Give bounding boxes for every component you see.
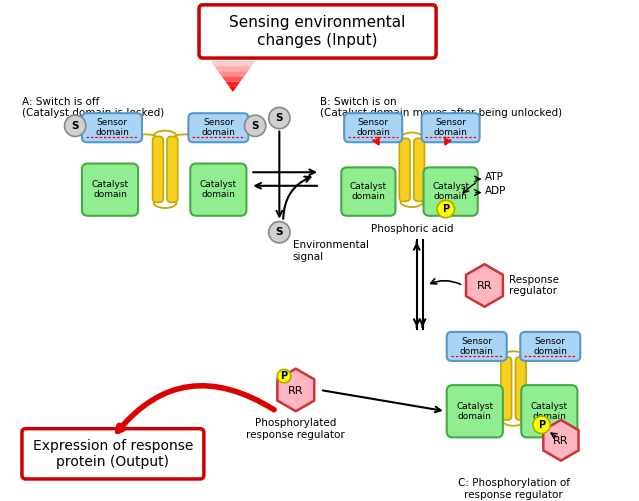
Text: ATP: ATP (484, 172, 504, 182)
Text: Expression of response
protein (Output): Expression of response protein (Output) (33, 439, 193, 469)
FancyBboxPatch shape (501, 357, 512, 420)
Text: S: S (251, 121, 259, 131)
FancyBboxPatch shape (190, 163, 247, 216)
Text: Sensor
domain: Sensor domain (434, 118, 468, 137)
Text: ADP: ADP (484, 186, 506, 195)
Polygon shape (226, 82, 240, 87)
Text: P: P (281, 371, 288, 381)
Text: RR: RR (288, 386, 304, 396)
FancyBboxPatch shape (189, 113, 249, 142)
FancyBboxPatch shape (199, 5, 436, 58)
Text: S: S (72, 121, 79, 131)
FancyBboxPatch shape (82, 113, 142, 142)
Text: Sensor
domain: Sensor domain (201, 118, 235, 137)
Text: Phosphorylated
response regulator: Phosphorylated response regulator (247, 418, 345, 439)
FancyBboxPatch shape (167, 136, 178, 202)
Polygon shape (222, 77, 244, 82)
Text: Catalyst
domain: Catalyst domain (432, 182, 469, 201)
FancyBboxPatch shape (341, 167, 396, 216)
FancyBboxPatch shape (516, 357, 526, 420)
Circle shape (245, 115, 266, 136)
FancyBboxPatch shape (521, 385, 578, 437)
Text: C: Phosphorylation of
response regulator: C: Phosphorylation of response regulator (458, 478, 569, 499)
Text: B: Switch is on
(Catalyst domain moves after being unlocked): B: Switch is on (Catalyst domain moves a… (320, 97, 562, 118)
Text: Catalyst
domain: Catalyst domain (91, 180, 128, 199)
Text: RR: RR (477, 282, 492, 292)
Polygon shape (214, 66, 251, 71)
FancyBboxPatch shape (447, 385, 503, 437)
Polygon shape (543, 420, 578, 460)
FancyBboxPatch shape (22, 429, 204, 479)
Polygon shape (218, 71, 248, 77)
Text: Catalyst
domain: Catalyst domain (531, 401, 568, 421)
Text: P: P (538, 420, 545, 430)
Circle shape (437, 200, 454, 218)
Text: Phosphoric acid: Phosphoric acid (371, 224, 453, 234)
Text: A: Switch is off
(Catalyst domain is locked): A: Switch is off (Catalyst domain is loc… (22, 97, 164, 118)
FancyBboxPatch shape (82, 163, 138, 216)
Text: Catalyst
domain: Catalyst domain (456, 401, 493, 421)
FancyBboxPatch shape (153, 136, 163, 202)
FancyBboxPatch shape (422, 113, 480, 142)
Text: Sensor
domain: Sensor domain (95, 118, 129, 137)
Polygon shape (466, 264, 503, 307)
FancyBboxPatch shape (399, 138, 410, 201)
FancyBboxPatch shape (344, 113, 402, 142)
Text: P: P (442, 204, 449, 214)
Text: Catalyst
domain: Catalyst domain (350, 182, 387, 201)
Text: Sensing environmental
changes (Input): Sensing environmental changes (Input) (229, 15, 406, 48)
Text: Sensor
domain: Sensor domain (534, 337, 567, 356)
Circle shape (277, 369, 291, 383)
Text: Sensor
domain: Sensor domain (460, 337, 494, 356)
Text: Sensor
domain: Sensor domain (357, 118, 390, 137)
Text: S: S (275, 113, 283, 123)
Polygon shape (229, 87, 236, 92)
Text: Response
regulator: Response regulator (509, 275, 558, 296)
Circle shape (268, 221, 290, 243)
Circle shape (268, 107, 290, 129)
Text: Environmental
signal: Environmental signal (293, 240, 369, 262)
Text: Catalyst
domain: Catalyst domain (200, 180, 237, 199)
Circle shape (533, 416, 550, 433)
FancyBboxPatch shape (520, 332, 580, 361)
Text: S: S (275, 227, 283, 237)
FancyBboxPatch shape (447, 332, 507, 361)
FancyBboxPatch shape (424, 167, 478, 216)
Polygon shape (277, 369, 314, 411)
Text: RR: RR (553, 436, 569, 446)
Circle shape (65, 115, 86, 136)
Polygon shape (211, 61, 255, 66)
FancyBboxPatch shape (414, 138, 424, 201)
